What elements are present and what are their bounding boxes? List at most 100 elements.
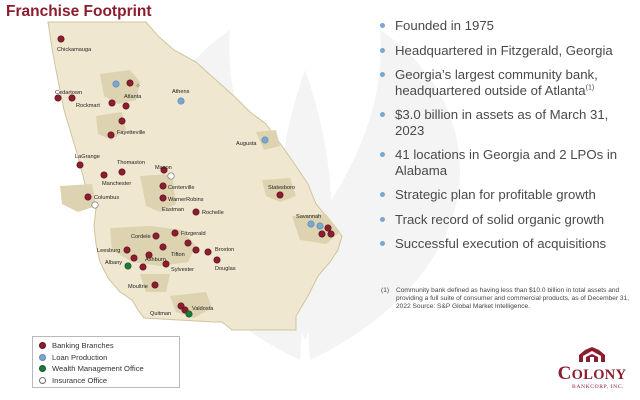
city-label-warner-robins: WarnerRobins bbox=[168, 197, 204, 203]
bullet-dot-icon bbox=[380, 112, 385, 117]
banking-branch-marker bbox=[213, 256, 221, 264]
banking-branch-marker bbox=[118, 117, 126, 125]
city-label-centerville: Centerville bbox=[168, 185, 194, 191]
bullet-item: $3.0 billion in assets as of March 31, 2… bbox=[380, 107, 635, 138]
bullet-text: 41 locations in Georgia and 2 LPOs in Al… bbox=[395, 147, 618, 178]
city-label-lagrange: LaGrange bbox=[75, 154, 100, 160]
loan-production-marker bbox=[307, 220, 315, 228]
banking-branch-marker bbox=[192, 246, 200, 254]
bullet-text: Georgia’s largest community bank, headqu… bbox=[395, 67, 598, 98]
banking-branch-marker bbox=[324, 224, 332, 232]
banking-branch-marker bbox=[139, 263, 147, 271]
highlights-list: Founded in 1975 Headquartered in Fitzger… bbox=[380, 18, 635, 252]
loan-production-marker bbox=[261, 136, 269, 144]
city-label-thomaston: Thomaston bbox=[117, 160, 145, 166]
city-label-fayetteville: Fayetteville bbox=[117, 130, 145, 136]
banking-branch-marker bbox=[126, 79, 134, 87]
bullet-dot-icon bbox=[380, 216, 385, 222]
colony-logo: COLONY BANKCORP, INC. bbox=[548, 346, 636, 396]
banking-branch-marker bbox=[160, 166, 168, 174]
banking-branch-marker bbox=[192, 208, 200, 216]
bullet-item: Founded in 1975 bbox=[380, 18, 635, 34]
legend-item-loan: Loan Production bbox=[39, 352, 179, 364]
loan-production-marker bbox=[316, 222, 324, 230]
city-label-eastman: Eastman bbox=[162, 207, 184, 213]
legend-label: Insurance Office bbox=[52, 375, 108, 385]
city-label-quitman: Quitman bbox=[150, 311, 171, 317]
banking-branch-marker bbox=[118, 168, 126, 176]
banking-branch-marker bbox=[276, 191, 284, 199]
logo-initial: C bbox=[557, 363, 572, 384]
legend-label: Banking Branches bbox=[52, 341, 114, 351]
city-label-statesboro: Statesboro bbox=[268, 185, 295, 191]
city-label-broxton: Broxton bbox=[215, 247, 234, 253]
legend-item-banking: Banking Branches bbox=[39, 340, 179, 352]
banking-branch-marker bbox=[204, 248, 212, 256]
banking-branch-marker bbox=[76, 161, 84, 169]
atlanta-star-icon: ✧ bbox=[135, 82, 141, 90]
bullet-dot-icon bbox=[380, 192, 385, 197]
legend-item-insurance: Insurance Office bbox=[39, 375, 179, 387]
loan-production-icon bbox=[39, 353, 46, 361]
bullet-dot-icon bbox=[380, 23, 385, 28]
banking-branch-marker bbox=[54, 94, 62, 102]
bullet-footnote-ref: (1) bbox=[585, 84, 595, 92]
loan-production-marker bbox=[112, 80, 120, 88]
city-label-leesburg: Leesburg bbox=[97, 248, 120, 254]
georgia-map: ✧ Chickamauga Cedartown Rockmart Atlanta… bbox=[47, 21, 343, 331]
banking-branch-marker bbox=[84, 193, 92, 201]
bullet-item: Track record of solid organic growth bbox=[380, 212, 635, 228]
city-label-douglas: Douglas bbox=[215, 266, 236, 272]
city-labels: Chickamauga Cedartown Rockmart Atlanta A… bbox=[55, 47, 321, 317]
city-label-tifton: Tifton bbox=[171, 252, 185, 258]
bullet-item: Strategic plan for profitable growth bbox=[380, 187, 635, 203]
insurance-office-marker bbox=[91, 201, 99, 209]
banking-branch-marker bbox=[184, 239, 192, 247]
bullet-text: Track record of solid organic growth bbox=[395, 211, 605, 227]
banking-branch-marker bbox=[122, 102, 130, 110]
city-label-athens: Athens bbox=[172, 89, 190, 95]
city-label-valdosta: Valdosta bbox=[192, 306, 214, 312]
bullet-item: Headquartered in Fitzgerald, Georgia bbox=[380, 43, 635, 59]
legend-item-wealth: Wealth Management Office bbox=[39, 363, 179, 375]
bullet-dot-icon bbox=[380, 72, 385, 77]
banking-branch-marker bbox=[327, 230, 335, 238]
bullet-item: Successful execution of acquisitions bbox=[380, 236, 635, 252]
banking-branch-marker bbox=[159, 182, 167, 190]
city-label-albany: Albany bbox=[105, 260, 122, 266]
banking-branch-marker bbox=[68, 94, 76, 102]
city-label-augusta: Augusta bbox=[236, 141, 257, 147]
banking-branch-marker bbox=[318, 230, 326, 238]
page-title: Franchise Footprint bbox=[6, 3, 152, 20]
city-label-atlanta: Atlanta bbox=[124, 94, 142, 100]
georgia-state-outline bbox=[47, 21, 343, 331]
banking-branch-marker bbox=[162, 260, 170, 268]
loan-production-marker bbox=[177, 97, 185, 105]
city-label-cordele: Cordele bbox=[131, 234, 151, 240]
footnote: (1) Community bank defined as having les… bbox=[381, 287, 631, 311]
banking-branch-marker bbox=[130, 254, 138, 262]
banking-branch-marker bbox=[159, 194, 167, 202]
bullet-text: $3.0 billion in assets as of March 31, 2… bbox=[395, 107, 609, 138]
bullet-item: Georgia’s largest community bank, headqu… bbox=[380, 67, 635, 98]
banking-branch-icon bbox=[39, 342, 46, 350]
insurance-office-marker bbox=[167, 172, 175, 180]
banking-branch-marker bbox=[151, 281, 159, 289]
banking-branch-marker bbox=[152, 232, 160, 240]
city-label-macon: Macon bbox=[155, 165, 172, 171]
insurance-office-icon bbox=[39, 376, 46, 384]
wealth-management-icon bbox=[39, 365, 46, 373]
city-label-fitzgerald: Fitzgerald bbox=[181, 231, 206, 237]
banking-branch-marker bbox=[123, 246, 131, 254]
banking-branch-marker bbox=[171, 229, 179, 237]
colony-logo-mark-icon bbox=[579, 347, 605, 362]
banking-branch-marker bbox=[107, 131, 115, 139]
city-label-chickamauga: Chickamauga bbox=[57, 47, 92, 53]
bullet-dot-icon bbox=[380, 47, 385, 53]
banking-branch-marker bbox=[145, 251, 153, 259]
city-label-manchester: Manchester bbox=[102, 181, 131, 187]
bullet-text: Founded in 1975 bbox=[395, 18, 494, 33]
wealth-management-marker bbox=[185, 310, 193, 318]
footnote-number: (1) bbox=[381, 287, 390, 294]
city-label-cedartown: Cedartown bbox=[55, 90, 82, 96]
